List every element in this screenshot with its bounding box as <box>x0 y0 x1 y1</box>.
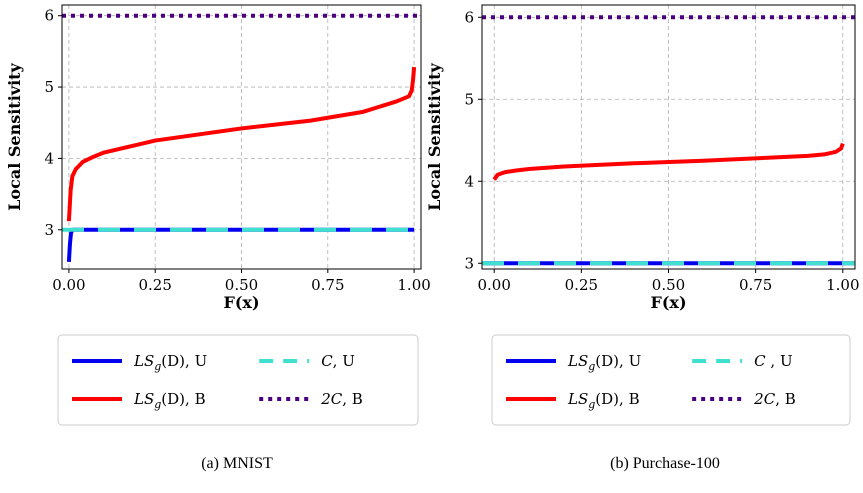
x-tick-label-1: 0.25 <box>138 276 171 294</box>
legend: LSg(D), U LSg(D), B C, U 2C, B <box>57 334 419 426</box>
series-group <box>482 15 855 266</box>
x-tick-label-4: 1.00 <box>397 276 430 294</box>
x-axis-label: F(x) <box>650 293 686 312</box>
legend-label-2: LSg(D), B <box>133 390 206 411</box>
legend: LSg(D), U LSg(D), B C , U 2C, B <box>491 334 851 426</box>
legend-label-2: LSg(D), B <box>567 390 640 411</box>
x-tick-label-0: 0.00 <box>477 276 510 294</box>
legend-label-4: 2C, B <box>753 390 796 408</box>
legend-box <box>491 334 851 426</box>
x-tick-label-3: 0.75 <box>739 276 772 294</box>
y-tick-label-1: 4 <box>44 149 54 167</box>
figure-caption: (b) Purchase-100 <box>610 455 720 472</box>
y-tick-label-3: 6 <box>44 7 54 25</box>
x-tick-label-3: 0.75 <box>311 276 344 294</box>
y-tick-label-2: 5 <box>44 78 54 96</box>
x-axis-label: F(x) <box>223 293 259 312</box>
legend-label-1: LSg(D), U <box>567 352 641 373</box>
x-tick-label-2: 0.50 <box>652 276 685 294</box>
series-line-2 <box>66 66 417 222</box>
y-tick-label-1: 4 <box>464 172 474 190</box>
legend-label-4: 2C, B <box>320 390 363 408</box>
y-tick-label-3: 6 <box>464 8 474 26</box>
x-tick-label-2: 0.50 <box>225 276 258 294</box>
legend-box <box>57 334 419 426</box>
legend-label-3: C, U <box>321 352 355 370</box>
y-tick-label-0: 3 <box>44 221 54 239</box>
x-tick-label-0: 0.00 <box>52 276 85 294</box>
series-line-2 <box>492 142 845 181</box>
x-tick-label-1: 0.25 <box>565 276 598 294</box>
y-tick-label-2: 5 <box>464 90 474 108</box>
y-tick-label-0: 3 <box>464 254 474 272</box>
series-group <box>62 13 421 262</box>
figure-caption: (a) MNIST <box>201 455 273 472</box>
x-tick-label-4: 1.00 <box>826 276 859 294</box>
y-axis-label: Local Sensitivity <box>5 62 24 210</box>
legend-label-3: C , U <box>754 352 792 370</box>
y-axis-label: Local Sensitivity <box>425 62 444 210</box>
chart-panel-1: 0.00 0.25 0.50 0.75 1.00 3 4 5 6 F(x) Local Sensit… <box>5 4 431 472</box>
legend-label-1: LSg(D), U <box>133 352 207 373</box>
chart-panel-2: 0.00 0.25 0.50 0.75 1.00 3 4 5 6 F(x) Local Sensit… <box>425 4 860 472</box>
